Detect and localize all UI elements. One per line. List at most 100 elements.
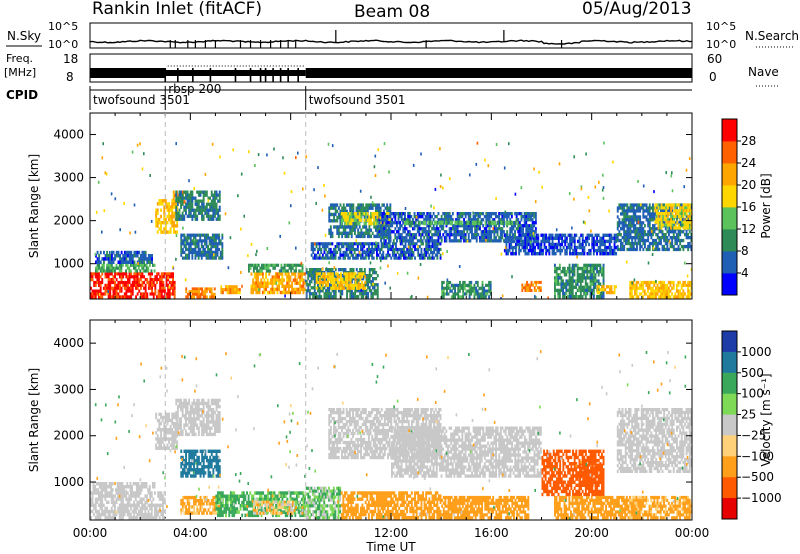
range-cell: [458, 233, 461, 237]
range-cell: [470, 289, 473, 293]
range-cell: [589, 295, 592, 299]
range-cell: [581, 266, 584, 271]
range-cell: [479, 224, 481, 228]
range-cell: [592, 276, 595, 280]
range-cell: [202, 290, 205, 294]
range-cell: [592, 252, 595, 256]
range-cell: [197, 199, 200, 203]
range-cell: [198, 287, 200, 291]
range-cell: [275, 263, 278, 267]
range-cell: [193, 295, 196, 299]
range-cell: [348, 212, 351, 216]
range-cell: [159, 295, 162, 299]
range-cell: [655, 209, 658, 213]
range-cell: [402, 212, 405, 216]
range-cell: [391, 230, 394, 234]
range-cell: [308, 283, 311, 287]
range-cell: [271, 290, 274, 295]
range-cell: [685, 209, 688, 213]
range-cell: [160, 278, 163, 282]
range-cell: [133, 272, 136, 276]
range-cell: [180, 236, 183, 240]
range-cell: [346, 225, 348, 229]
range-cell: [455, 239, 457, 243]
range-cell: [115, 286, 118, 290]
range-cell: [605, 233, 608, 237]
range-cell: [352, 247, 354, 252]
range-cell: [578, 279, 581, 283]
range-cell: [214, 193, 216, 197]
range-cell: [326, 292, 329, 296]
range-cell: [205, 208, 208, 212]
range-cell: [371, 221, 374, 226]
range-cell: [456, 224, 459, 228]
range-cell: [98, 283, 100, 287]
range-cell: [323, 278, 326, 282]
range-cell: [653, 283, 656, 287]
range-cell: [404, 256, 407, 260]
range-cell: [188, 233, 191, 237]
range-cell: [214, 199, 216, 203]
range-cell: [673, 217, 676, 221]
range-cell: [370, 289, 373, 293]
range-cell: [416, 218, 419, 222]
range-cell: [209, 196, 211, 200]
range-cell: [365, 280, 368, 284]
range-cell: [528, 218, 531, 222]
range-cell: [592, 285, 595, 289]
range-cell: [616, 221, 619, 225]
range-cell: [149, 278, 152, 282]
range-cell: [202, 295, 205, 299]
range-cell: [433, 256, 436, 260]
range-cell: [602, 270, 605, 274]
range-cell: [600, 236, 603, 240]
range-cell: [589, 270, 592, 274]
range-cell: [507, 239, 509, 244]
range-cell: [571, 288, 574, 293]
range-cell: [518, 212, 521, 216]
range-cell: [106, 289, 108, 293]
range-cell: [197, 202, 200, 206]
range-cell: [636, 230, 638, 234]
range-cell: [685, 236, 688, 240]
range-cell: [222, 288, 224, 292]
range-cell: [453, 224, 456, 228]
range-cell: [637, 233, 640, 237]
range-cell: [252, 278, 255, 282]
range-cell: [482, 212, 485, 216]
range-cell: [372, 250, 375, 254]
range-cell: [425, 245, 428, 249]
range-cell: [591, 239, 594, 244]
range-cell: [616, 206, 619, 210]
range-cell: [300, 269, 302, 273]
range-cell: [592, 279, 595, 283]
range-cell: [362, 292, 365, 296]
range-cell: [527, 239, 530, 244]
range-cell: [290, 269, 293, 273]
range-cell: [119, 260, 121, 264]
range-cell: [488, 280, 490, 285]
range-cell: [217, 211, 220, 215]
range-cell: [318, 242, 321, 246]
range-cell: [533, 280, 536, 284]
range-cell: [188, 290, 191, 294]
range-cell: [412, 236, 414, 240]
range-cell: [102, 263, 105, 267]
range-cell: [123, 272, 126, 276]
range-cell: [200, 256, 203, 260]
range-cell: [679, 203, 682, 207]
range-cell: [204, 295, 207, 299]
range-cell: [599, 242, 602, 247]
range-cell: [589, 285, 592, 289]
range-cell: [334, 268, 337, 272]
range-cell: [307, 286, 310, 290]
range-cell: [661, 292, 664, 296]
range-cell: [639, 221, 642, 225]
range-cell: [373, 221, 376, 226]
range-cell: [642, 212, 645, 216]
range-cell: [420, 215, 422, 219]
nsky-panel: [89, 22, 693, 49]
range-cell: [518, 248, 521, 253]
range-cell: [642, 241, 645, 246]
range-cell: [389, 230, 392, 234]
